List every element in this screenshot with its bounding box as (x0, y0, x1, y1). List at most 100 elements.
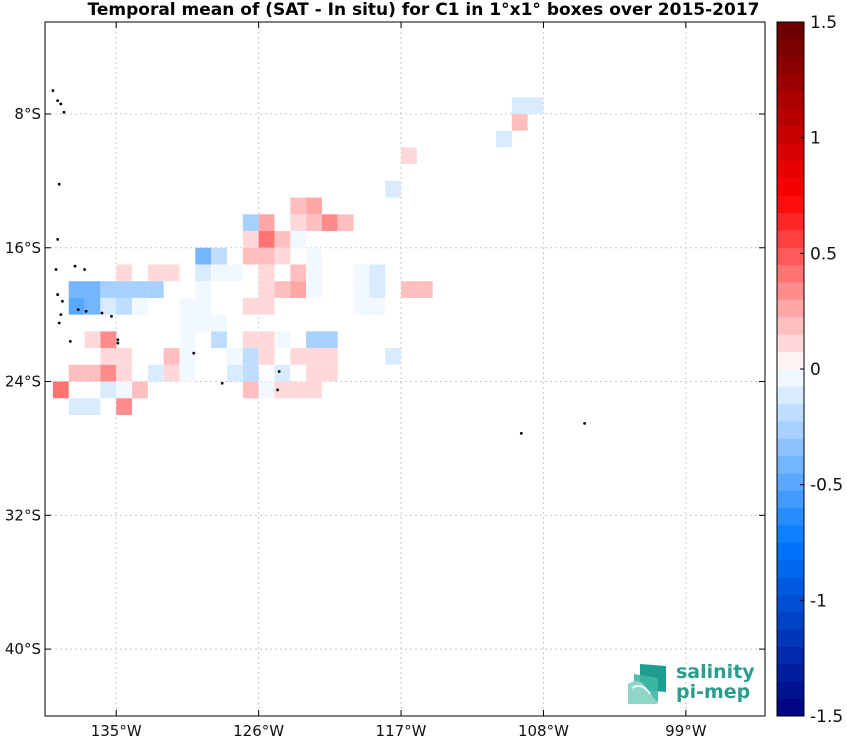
island-dot (56, 237, 60, 241)
data-cell (242, 331, 259, 349)
data-cell (511, 97, 528, 114)
colorbar-segment (777, 299, 804, 318)
data-cell (116, 348, 133, 365)
data-cell (385, 180, 402, 198)
data-cells (52, 97, 544, 415)
colorbar-tick-label: -1.5 (810, 707, 843, 727)
island-dot (73, 264, 77, 268)
data-cell (132, 281, 148, 298)
island-dot (56, 99, 60, 102)
island-dot (220, 381, 224, 385)
data-cell (84, 331, 101, 349)
data-cell (195, 314, 212, 332)
data-cell (179, 364, 196, 382)
data-cell (116, 281, 133, 298)
colorbar-segment (777, 143, 804, 162)
colorbar-segment (777, 594, 804, 613)
data-cell (163, 364, 180, 382)
data-cell (258, 381, 275, 399)
data-cell (321, 214, 338, 232)
colorbar-segment (777, 455, 804, 474)
data-cell (226, 364, 243, 382)
y-tick-label: 40°S (5, 640, 41, 658)
data-cell (211, 264, 227, 282)
data-cell (321, 331, 338, 349)
data-cell (306, 364, 322, 382)
colorbar-segment (777, 126, 804, 144)
colorbar-segment (777, 698, 804, 717)
data-cell (68, 364, 85, 382)
data-cell (242, 231, 259, 248)
land-islands (51, 89, 587, 435)
colorbar-segment (777, 212, 804, 231)
data-cell (337, 214, 354, 232)
data-cell (274, 281, 291, 298)
colorbar-segment (777, 39, 804, 57)
colorbar-tick-label: -1 (810, 591, 827, 611)
data-cell (321, 348, 338, 365)
data-cell (385, 348, 402, 365)
data-cell (353, 297, 370, 315)
data-cell (100, 297, 117, 315)
data-cell (242, 381, 259, 399)
island-dot (59, 313, 63, 317)
colorbar-segment (777, 230, 804, 248)
y-tick-label: 16°S (5, 239, 41, 257)
plot-frame (44, 21, 766, 717)
data-cell (147, 364, 164, 382)
data-cell (211, 331, 227, 349)
colorbar-segment (777, 681, 804, 699)
data-cell (132, 381, 148, 399)
island-dot (276, 388, 280, 392)
data-cell (290, 381, 307, 399)
colorbar-tick-label: 0 (810, 360, 821, 380)
data-cell (369, 264, 386, 282)
data-cell (321, 364, 338, 382)
data-cell (100, 348, 117, 365)
island-dot (84, 309, 88, 313)
island-dot (62, 110, 66, 114)
data-cell (258, 247, 275, 265)
island-dot (116, 338, 120, 342)
data-cell (369, 297, 386, 315)
data-cell (100, 364, 117, 382)
data-cell (290, 214, 307, 232)
data-cell (132, 297, 148, 315)
colorbar-segment (777, 646, 804, 665)
colorbar-segment (777, 438, 804, 457)
colorbar-segment (777, 507, 804, 526)
data-cell (179, 297, 196, 315)
data-cell (401, 281, 417, 298)
data-cell (68, 398, 85, 415)
data-cell (195, 247, 212, 265)
data-cell (195, 264, 212, 282)
island-dot (583, 421, 587, 425)
data-cell (495, 130, 512, 148)
colorbar-segment (777, 525, 804, 543)
island-dot (519, 431, 523, 435)
data-cell (116, 264, 133, 282)
data-cell (353, 281, 370, 298)
island-dot (59, 102, 63, 106)
data-cell (195, 297, 212, 315)
colorbar-tick-label: -0.5 (810, 476, 843, 496)
data-cell (84, 281, 101, 298)
data-cell (290, 197, 307, 215)
colorbar-segment (777, 473, 804, 491)
data-cell (116, 398, 133, 415)
colorbar-tick-label: 1 (810, 129, 821, 149)
colorbar-segment (777, 264, 804, 283)
data-cell (84, 297, 101, 315)
data-cell (274, 247, 291, 265)
data-cell (68, 281, 85, 298)
island-dot (116, 341, 120, 345)
colorbar-segment (777, 421, 804, 439)
data-cell (290, 231, 307, 248)
y-tick-label: 8°S (14, 105, 41, 123)
data-cell (100, 381, 117, 399)
data-cell (163, 348, 180, 365)
colorbar-segment (777, 386, 804, 404)
data-cell (179, 331, 196, 349)
colorbar-segment (777, 178, 804, 196)
data-cell (306, 381, 322, 399)
